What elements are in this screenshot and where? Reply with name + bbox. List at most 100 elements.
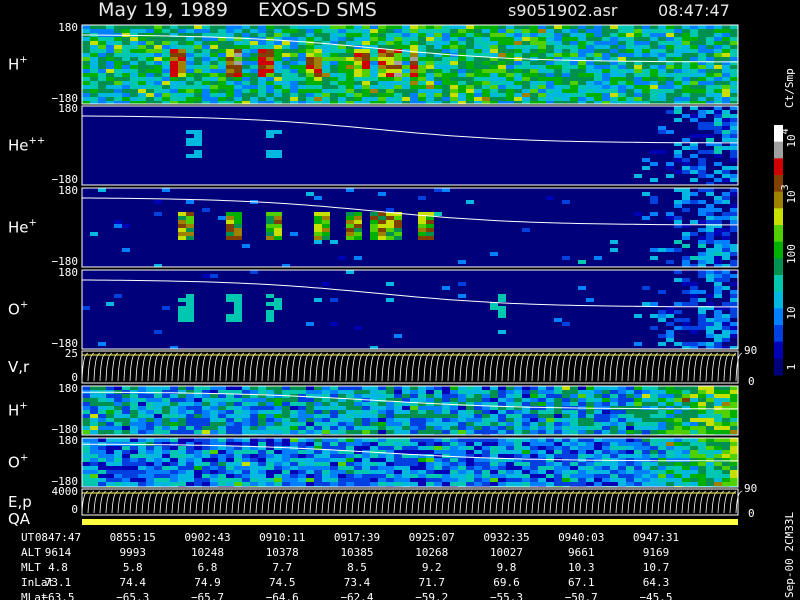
cell xyxy=(554,114,562,118)
cell xyxy=(586,122,594,126)
cell xyxy=(490,122,498,126)
cell xyxy=(370,37,378,41)
cell xyxy=(210,196,218,200)
cell xyxy=(722,244,730,248)
cell xyxy=(202,89,210,93)
cell xyxy=(538,130,546,134)
cell xyxy=(162,208,170,212)
cell xyxy=(322,158,330,162)
cell xyxy=(106,154,114,158)
cell xyxy=(466,236,474,240)
cell xyxy=(394,216,402,220)
cell xyxy=(90,326,98,330)
cell xyxy=(602,49,610,53)
cell xyxy=(666,69,674,73)
cell xyxy=(674,45,682,49)
cell xyxy=(466,154,474,158)
cell xyxy=(90,248,98,252)
cell xyxy=(210,182,218,185)
cell xyxy=(514,126,522,130)
cell xyxy=(554,97,562,101)
cell xyxy=(530,101,538,104)
cell xyxy=(626,41,634,45)
cell xyxy=(90,142,98,146)
cell xyxy=(82,298,90,302)
cell xyxy=(210,224,218,228)
cell xyxy=(514,142,522,146)
cell xyxy=(650,212,658,216)
cell xyxy=(130,170,138,174)
cell xyxy=(602,134,610,138)
cell xyxy=(242,216,250,220)
cell xyxy=(82,182,90,185)
cell xyxy=(706,260,714,264)
cell xyxy=(90,232,98,236)
cell xyxy=(514,196,522,200)
cell xyxy=(194,110,202,114)
cell xyxy=(282,162,290,166)
cell xyxy=(530,162,538,166)
cell xyxy=(698,188,706,192)
file: s9051902.asr xyxy=(508,1,618,20)
cell xyxy=(450,41,458,45)
cell xyxy=(610,260,618,264)
cell xyxy=(490,65,498,69)
cell xyxy=(370,154,378,158)
cell xyxy=(330,81,338,85)
cell xyxy=(698,130,706,134)
cell xyxy=(458,178,466,182)
cell xyxy=(114,188,122,192)
cell xyxy=(394,150,402,154)
cell xyxy=(698,200,706,204)
cell xyxy=(258,244,266,248)
cell xyxy=(626,29,634,33)
cell xyxy=(394,53,402,57)
cell xyxy=(562,162,570,166)
cell xyxy=(250,154,258,158)
cell xyxy=(618,232,626,236)
cell xyxy=(218,212,226,216)
cell xyxy=(634,85,642,89)
cell xyxy=(730,216,738,220)
cell xyxy=(154,81,162,85)
cell xyxy=(682,192,690,196)
cell xyxy=(618,174,626,178)
cell xyxy=(122,37,130,41)
cell xyxy=(234,49,242,53)
cell xyxy=(90,322,98,326)
cell xyxy=(402,162,410,166)
cell xyxy=(474,130,482,134)
cell xyxy=(666,232,674,236)
cell xyxy=(522,174,530,178)
cell xyxy=(530,118,538,122)
cell xyxy=(706,204,714,208)
cell xyxy=(114,49,122,53)
cell xyxy=(186,29,194,33)
cell xyxy=(698,174,706,178)
cell xyxy=(122,182,130,185)
cell xyxy=(82,106,90,110)
cell xyxy=(82,29,90,33)
cell xyxy=(178,57,186,61)
cell xyxy=(722,57,730,61)
cell xyxy=(538,97,546,101)
cell xyxy=(266,240,274,244)
cell xyxy=(498,188,506,192)
cell xyxy=(690,69,698,73)
cell xyxy=(146,110,154,114)
cell xyxy=(170,158,178,162)
cell xyxy=(114,236,122,240)
cell xyxy=(354,224,362,228)
cell xyxy=(530,216,538,220)
cell xyxy=(114,200,122,204)
cell xyxy=(682,220,690,224)
cell xyxy=(514,49,522,53)
cell xyxy=(114,224,122,228)
cell xyxy=(306,182,314,185)
cell xyxy=(474,224,482,228)
cell xyxy=(330,166,338,170)
cell xyxy=(178,45,186,49)
cell xyxy=(578,192,586,196)
cell xyxy=(722,33,730,37)
cell xyxy=(578,236,586,240)
